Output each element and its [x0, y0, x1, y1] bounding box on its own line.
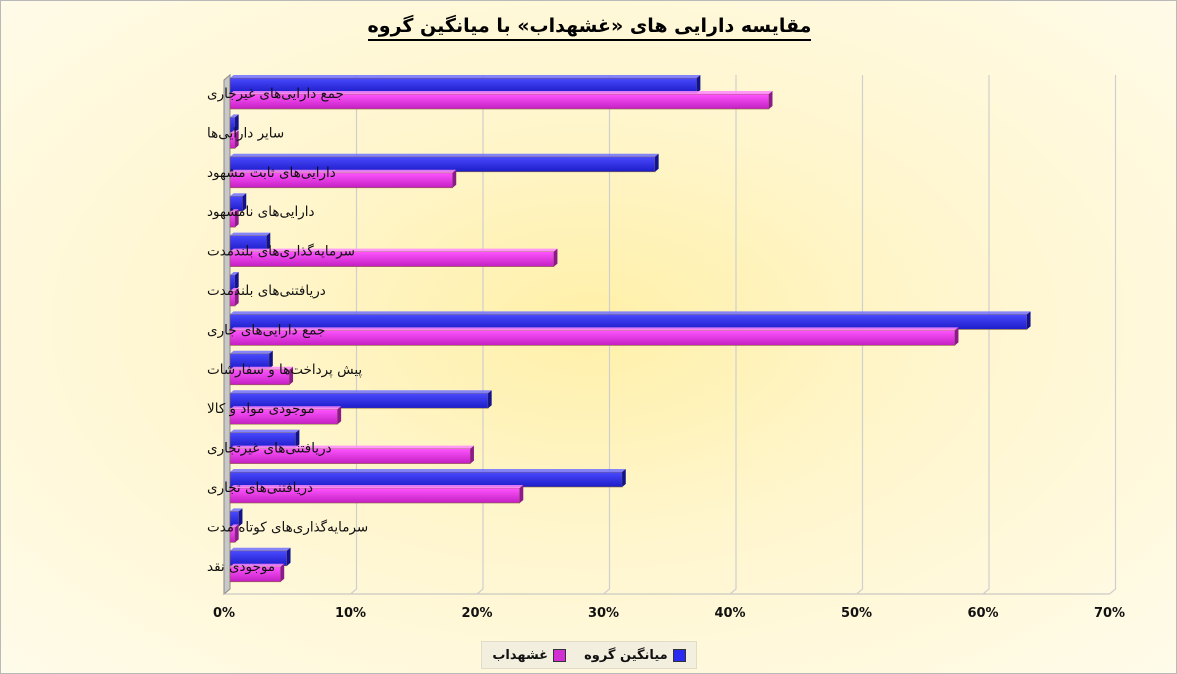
gridline — [856, 75, 864, 595]
bar-group-average — [229, 232, 271, 251]
category-label: دارایی‌های ثابت مشهود — [207, 165, 336, 181]
category-label: جمع دارایی‌های غیرجاری — [207, 86, 344, 102]
category-label: موجودی مواد و کالا — [207, 401, 315, 417]
category-label: دارایی‌های نامشهود — [207, 204, 315, 220]
bar-group-average — [229, 75, 701, 94]
legend-swatch-group-average — [672, 648, 686, 662]
x-tick-label: 40% — [714, 606, 745, 621]
legend-swatch-company — [553, 648, 567, 662]
category-label: دریافتنی‌های تجاری — [207, 480, 313, 496]
bar-company — [229, 563, 285, 583]
legend-item-company: غشهداب — [492, 647, 567, 663]
legend: میانگین گروه غشهداب — [481, 641, 697, 669]
gridline — [350, 75, 358, 595]
bar-company — [229, 169, 457, 189]
bar-company — [229, 524, 239, 543]
bar-company — [229, 209, 239, 228]
legend-label-group-average: میانگین گروه — [584, 647, 668, 663]
gridline — [982, 75, 990, 595]
plot-left-wall — [223, 73, 231, 596]
x-tick-label: 60% — [967, 606, 998, 621]
category-label: پیش پرداخت‌ها و سفارشات — [207, 362, 362, 378]
x-axis-tick-labels: 0% 10% 20% 30% 40% 50% 60% 70% — [213, 606, 1125, 621]
grid-lines — [223, 73, 1117, 596]
x-tick-label: 30% — [588, 606, 619, 621]
bar-group-average — [229, 350, 273, 370]
category-label: جمع دارایی‌های جاری — [207, 322, 325, 338]
bar-group-average — [229, 390, 492, 409]
legend-label-company: غشهداب — [492, 647, 549, 663]
bars — [229, 75, 1031, 583]
bar-company — [229, 248, 558, 267]
gridline — [603, 75, 611, 595]
x-tick-label: 50% — [841, 606, 872, 621]
category-label: دریافتنی‌های غیرتجاری — [207, 441, 332, 457]
bar-company — [229, 406, 342, 425]
category-labels: جمع دارایی‌های غیرجاری سایر دارایی‌ها دارا… — [207, 86, 368, 575]
category-label: سرمایه‌گذاری‌های بلندمدت — [207, 243, 355, 260]
category-label: دریافتنی‌های بلندمدت — [207, 283, 326, 299]
bar-group-average — [229, 508, 243, 527]
legend-item-group-average: میانگین گروه — [584, 648, 686, 663]
bar-group-average — [229, 311, 1031, 330]
bar-company — [229, 327, 959, 346]
bar-company — [229, 445, 474, 464]
bar-company — [229, 485, 524, 504]
x-tick-label: 70% — [1094, 606, 1125, 621]
gridline — [729, 75, 737, 595]
bar-company — [229, 288, 239, 307]
x-tick-label: 10% — [335, 606, 366, 621]
gridline — [1109, 75, 1117, 595]
bar-group-average — [229, 547, 291, 567]
chart-title: مقایسه دارایی های «غشهداب» با میانگین گر… — [1, 15, 1176, 41]
bar-group-average — [229, 153, 659, 173]
gridline — [476, 75, 484, 595]
bar-company — [229, 366, 294, 386]
category-label: سرمایه‌گذاری‌های کوتاه مدت — [207, 518, 368, 535]
bar-group-average — [229, 429, 300, 448]
bar-company — [229, 91, 773, 110]
x-tick-label: 0% — [213, 606, 235, 621]
bar-group-average — [229, 193, 247, 212]
bar-company — [229, 130, 239, 149]
category-label: موجودی نقد — [207, 559, 275, 575]
x-tick-label: 20% — [461, 606, 492, 621]
category-label: سایر دارایی‌ها — [207, 125, 284, 141]
